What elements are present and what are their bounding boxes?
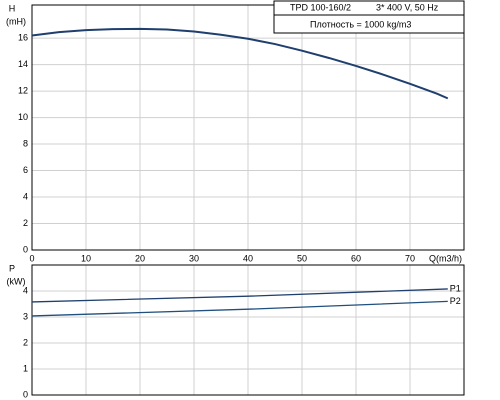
x-tick-label: 20 bbox=[135, 253, 145, 263]
y-axis-unit: (kW) bbox=[7, 276, 26, 286]
y-tick-label: 4 bbox=[23, 191, 28, 201]
x-tick-label: 70 bbox=[405, 253, 415, 263]
series-label: P1 bbox=[450, 283, 461, 293]
curve bbox=[31, 300, 448, 317]
y-axis-unit: (mH) bbox=[6, 16, 26, 26]
x-tick-label: 0 bbox=[29, 253, 34, 263]
y-tick-label: 0 bbox=[23, 389, 28, 399]
y-tick-label: 14 bbox=[18, 59, 28, 69]
x-tick-label: 50 bbox=[297, 253, 307, 263]
y-tick-label: 3 bbox=[23, 311, 28, 321]
x-tick-label: 10 bbox=[81, 253, 91, 263]
y-axis-label: P bbox=[9, 263, 15, 273]
x-tick-label: 60 bbox=[351, 253, 361, 263]
curve bbox=[31, 288, 448, 303]
y-tick-label: 10 bbox=[18, 112, 28, 122]
x-tick-label: 40 bbox=[243, 253, 253, 263]
info-box bbox=[273, 0, 465, 34]
plot-frame bbox=[31, 4, 465, 251]
y-tick-label: 2 bbox=[23, 218, 28, 228]
series-label: P2 bbox=[450, 296, 461, 306]
y-tick-label: 16 bbox=[18, 32, 28, 42]
y-tick-label: 1 bbox=[23, 363, 28, 373]
y-tick-label: 12 bbox=[18, 85, 28, 95]
y-tick-label: 2 bbox=[23, 337, 28, 347]
note: Плотность = 1000 kg/m3 bbox=[310, 19, 411, 29]
curve bbox=[31, 27, 449, 100]
y-tick-label: 4 bbox=[23, 285, 28, 295]
x-axis-label: Q(m3/h) bbox=[429, 253, 462, 263]
plot-frame bbox=[31, 264, 465, 396]
y-tick-label: 8 bbox=[23, 138, 28, 148]
x-tick-label: 30 bbox=[189, 253, 199, 263]
y-axis-label: H bbox=[9, 3, 16, 13]
y-tick-label: 0 bbox=[23, 244, 28, 254]
model: TPD 100-160/2 bbox=[290, 2, 351, 12]
y-tick-label: 6 bbox=[23, 165, 28, 175]
supply: 3* 400 V, 50 Hz bbox=[376, 2, 439, 12]
